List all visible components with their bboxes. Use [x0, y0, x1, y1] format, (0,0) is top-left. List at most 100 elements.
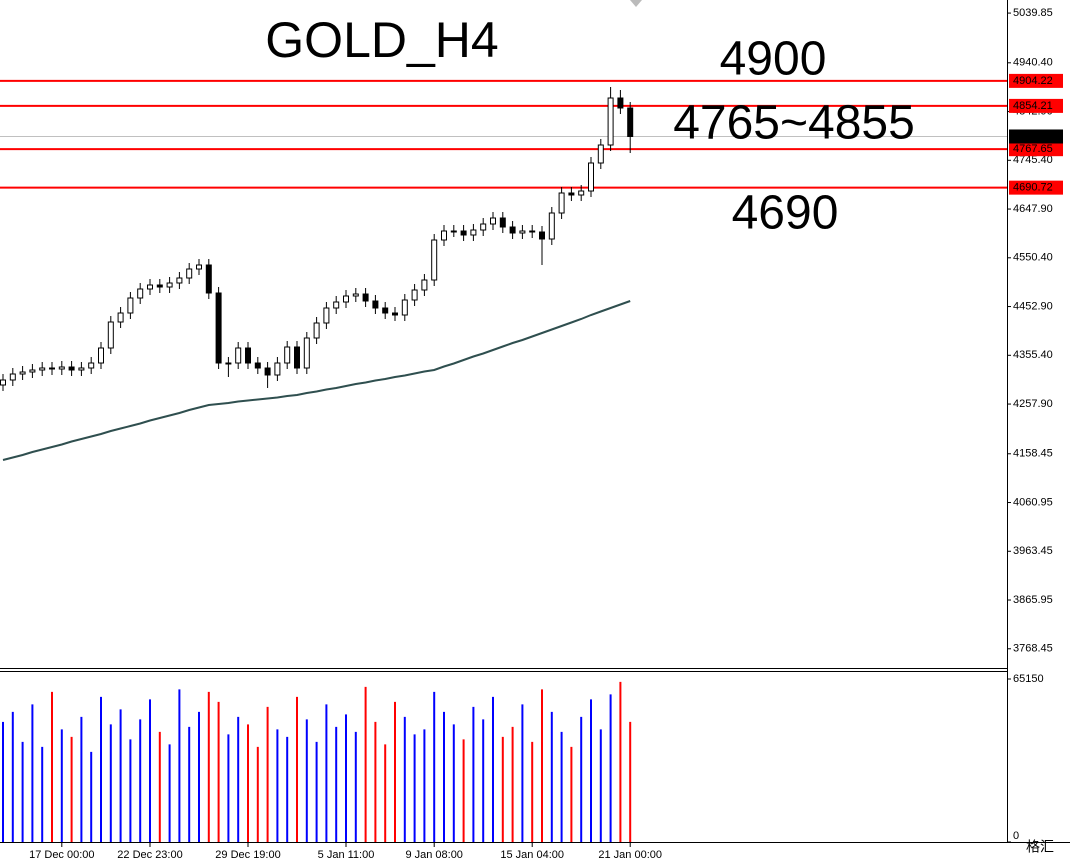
- candle-body: [480, 223, 487, 231]
- candle-body: [166, 282, 173, 288]
- y-tick-label: 3768.45: [1013, 643, 1053, 655]
- candle-body: [39, 367, 46, 371]
- level-label-bg: [1009, 142, 1063, 157]
- level-label-bg: [1009, 98, 1063, 113]
- y-tick-label: 4452.90: [1013, 300, 1053, 312]
- x-tick-label: 22 Dec 23:00: [117, 849, 182, 861]
- candle-body: [303, 337, 310, 369]
- candle-body: [205, 264, 212, 294]
- candle-body: [401, 299, 408, 316]
- candle-body: [88, 362, 95, 369]
- candle-body: [343, 295, 349, 303]
- candle-body: [68, 366, 75, 371]
- candle-body: [509, 226, 516, 234]
- y-tick-label: 3865.95: [1013, 594, 1053, 606]
- candle-body: [78, 367, 85, 371]
- candle-body: [186, 268, 193, 279]
- candle-body: [558, 192, 565, 214]
- candle-body: [235, 347, 242, 364]
- candle-body: [548, 212, 555, 240]
- candle-body: [245, 347, 251, 364]
- candle-body: [627, 107, 634, 137]
- y-tick-label: 4647.90: [1013, 203, 1053, 215]
- candle-body: [274, 362, 281, 376]
- x-tick-label: 21 Jan 00:00: [598, 849, 662, 861]
- candle-body: [568, 192, 575, 196]
- moving-average: [2, 300, 631, 461]
- candle-body: [499, 217, 506, 228]
- annotation: 4900: [720, 33, 827, 86]
- candle-body: [49, 367, 55, 370]
- candle-body: [29, 369, 36, 373]
- x-tick-label: 5 Jan 11:00: [318, 849, 375, 861]
- candle-body: [9, 373, 16, 381]
- y-tick-label: 4745.40: [1013, 154, 1053, 166]
- y-tick-label: 4060.95: [1013, 496, 1053, 508]
- y-tick-label: 4158.45: [1013, 448, 1053, 460]
- candle-body: [519, 230, 526, 234]
- candle-body: [362, 293, 369, 302]
- y-tick-label: 5039.85: [1013, 7, 1053, 19]
- current-price-bg: [1009, 129, 1063, 144]
- candle-body: [372, 300, 379, 309]
- candle-body: [529, 230, 536, 233]
- candle-body: [460, 230, 467, 236]
- candle-body: [215, 292, 222, 364]
- candle-body: [588, 162, 594, 192]
- candle-body: [578, 190, 585, 196]
- level-label: 4904.22: [1013, 75, 1053, 87]
- candle-body: [137, 288, 144, 299]
- candle-body: [117, 312, 124, 323]
- candle-body: [58, 366, 65, 370]
- volume-tick-label: 0: [1013, 830, 1019, 842]
- candle-body: [127, 297, 134, 314]
- x-tick-label: 29 Dec 19:00: [215, 849, 280, 861]
- watermark: 格汇: [1026, 839, 1054, 855]
- annotation: 4765~4855: [673, 97, 915, 150]
- candle-body: [156, 284, 163, 288]
- current-price-label: 4793.03: [1013, 130, 1053, 142]
- candle-body: [490, 217, 496, 225]
- candle-body: [254, 362, 261, 369]
- candle-body: [607, 97, 614, 146]
- candle-body: [617, 97, 624, 109]
- x-tick-label: 17 Dec 00:00: [29, 849, 94, 861]
- candle-body: [107, 321, 114, 349]
- candle-body: [539, 231, 545, 240]
- candle-body: [470, 229, 477, 236]
- level-label: 4854.21: [1013, 100, 1053, 112]
- candle-body: [225, 362, 232, 365]
- shift-marker: [630, 0, 642, 7]
- candle-body: [284, 346, 291, 364]
- candle-body: [352, 293, 359, 297]
- y-tick-label: 3963.45: [1013, 545, 1053, 557]
- candle-body: [333, 301, 340, 309]
- candle-body: [411, 289, 418, 301]
- candle-body: [597, 144, 604, 164]
- candle-body: [450, 230, 457, 233]
- volume-tick-label: 65150: [1013, 673, 1044, 685]
- candle-body: [264, 367, 271, 376]
- level-label-bg: [1009, 180, 1063, 195]
- candle-body: [196, 264, 202, 270]
- candle-body: [313, 322, 320, 339]
- candle-body: [0, 379, 6, 386]
- y-tick-label: 4257.90: [1013, 398, 1053, 410]
- y-tick-label: 4550.40: [1013, 252, 1053, 264]
- candle-body: [431, 239, 438, 281]
- annotation: 4690: [732, 187, 839, 240]
- y-tick-label: 4355.40: [1013, 349, 1053, 361]
- x-tick-label: 15 Jan 04:00: [500, 849, 564, 861]
- candle-body: [147, 284, 153, 290]
- chart-title: GOLD_H4: [265, 12, 498, 68]
- candle-body: [382, 307, 389, 314]
- level-label-bg: [1009, 73, 1063, 88]
- level-label: 4767.65: [1013, 143, 1053, 155]
- y-tick-label: 4940.40: [1013, 57, 1053, 69]
- level-label: 4690.72: [1013, 182, 1053, 194]
- x-tick-label: 9 Jan 08:00: [405, 849, 463, 861]
- candle-body: [421, 279, 428, 291]
- candle-body: [176, 277, 183, 284]
